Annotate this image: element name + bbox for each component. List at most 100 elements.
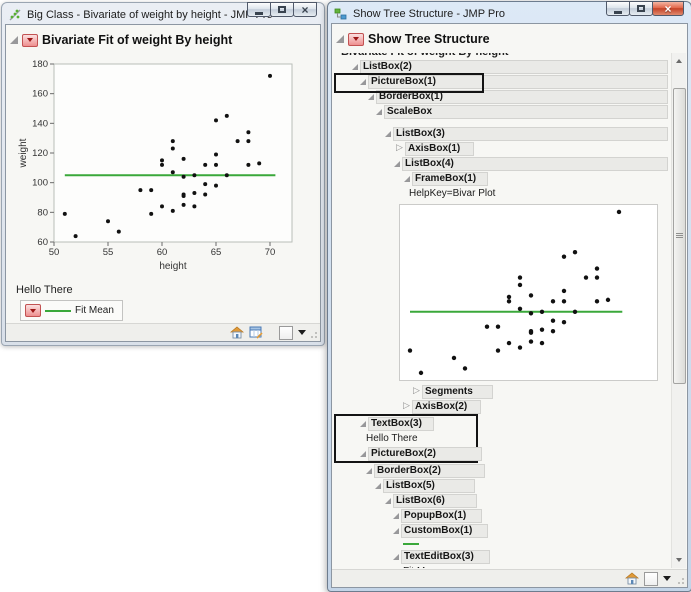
tree-node-scalebox[interactable]: ScaleBox (333, 104, 670, 119)
data-point (192, 204, 197, 209)
minimize-icon (255, 11, 263, 15)
disclosure-collapsed-icon[interactable]: ▷ (413, 386, 420, 396)
data-point (181, 174, 186, 179)
menu-triangle-icon (27, 38, 33, 42)
data-point (517, 275, 523, 280)
tree-node-helpkey-bivar-plot: HelpKey=Bivar Plot (333, 186, 670, 201)
disclosure-collapsed-icon[interactable]: ▷ (403, 401, 410, 411)
data-point (214, 162, 218, 167)
window-title: Show Tree Structure - JMP Pro (353, 7, 506, 20)
disclosure-expanded-icon[interactable] (352, 63, 358, 70)
svg-text:50: 50 (49, 247, 60, 258)
data-point (616, 209, 622, 215)
svg-text:160: 160 (32, 89, 48, 100)
data-point (235, 139, 240, 144)
maximize-button[interactable] (629, 1, 653, 16)
status-dropdown-arrow[interactable] (663, 576, 671, 581)
tree-node-fit-mean: Fit Mean (333, 564, 670, 568)
tree-node-listbox-5[interactable]: ListBox(5) (333, 478, 670, 493)
scrollbar-thumb[interactable] (673, 88, 686, 384)
minimize-button[interactable] (606, 1, 630, 16)
tree-node-popupbox-1[interactable]: PopupBox(1) (333, 508, 670, 523)
disclosure-expanded-icon[interactable] (360, 420, 366, 427)
vertical-scrollbar[interactable] (671, 53, 686, 568)
tree-node-label: BorderBox(1) (376, 89, 668, 104)
disclosure-expanded-icon[interactable] (393, 553, 399, 560)
disclosure-expanded-icon[interactable] (393, 512, 399, 519)
close-button[interactable]: × (293, 2, 317, 17)
legend-popup-menu-button[interactable] (25, 304, 41, 317)
tree-node-borderbox-2[interactable]: BorderBox(2) (333, 463, 670, 478)
red-popup-menu-button[interactable] (348, 32, 364, 46)
tree-node-picturebox-2[interactable]: PictureBox(2) (336, 446, 483, 461)
tree-node-framebox-1[interactable]: FrameBox(1) (333, 171, 670, 186)
resize-grip[interactable] (307, 328, 319, 340)
tree-node-textbox-3[interactable]: TextBox(3) (336, 416, 476, 431)
data-point (170, 170, 175, 175)
hello-there-text: Hello There (16, 284, 73, 296)
disclosure-expanded-icon[interactable] (385, 130, 391, 137)
tree-node-axisbox-1[interactable]: ▷ AxisBox(1) (333, 141, 670, 156)
scroll-up-button[interactable] (672, 54, 686, 68)
tree-node-listbox-4[interactable]: ListBox(4) (333, 156, 670, 171)
svg-text:60: 60 (37, 237, 48, 248)
disclosure-expanded-icon[interactable] (360, 78, 366, 85)
scatter-window-icon (9, 9, 21, 20)
data-point (462, 366, 468, 371)
disclosure-expanded-icon[interactable] (360, 450, 366, 457)
tree-node-custombox-1[interactable]: CustomBox(1) (333, 523, 670, 538)
disclosure-expanded-icon[interactable] (404, 175, 410, 182)
disclosure-expanded-icon[interactable] (336, 35, 344, 43)
disclosure-expanded-icon[interactable] (368, 93, 374, 100)
disclosure-expanded-icon[interactable] (393, 527, 399, 534)
scroll-down-button[interactable] (672, 553, 686, 567)
disclosure-expanded-icon[interactable] (375, 482, 381, 489)
data-point (203, 192, 208, 197)
tree-node-label: PopupBox(1) (401, 508, 483, 523)
tree-node-listbox-2[interactable]: ListBox(2) (333, 59, 670, 74)
tree-node-listbox-3[interactable]: ListBox(3) (333, 126, 670, 141)
disclosure-expanded-icon[interactable] (366, 467, 372, 474)
data-point (506, 294, 512, 300)
status-bar-left (6, 323, 320, 341)
framebox-plot-preview[interactable] (399, 204, 658, 381)
disclosure-expanded-icon[interactable] (376, 108, 382, 115)
titlebar-right[interactable]: Show Tree Structure - JMP Pro × (328, 1, 691, 24)
tree-node-listbox-6[interactable]: ListBox(6) (333, 493, 670, 508)
disclosure-expanded-icon[interactable] (385, 497, 391, 504)
status-dropdown-arrow[interactable] (298, 330, 306, 335)
titlebar-left[interactable]: Big Class - Bivariate of weight by heigh… (2, 2, 324, 25)
close-button[interactable]: × (652, 1, 684, 16)
clipped-outline-title: Bivariate Fit of weight By height (341, 53, 670, 59)
outline-header-bivariate[interactable]: Bivariate Fit of weight By height (6, 25, 320, 50)
disclosure-collapsed-icon[interactable]: ▷ (396, 143, 403, 153)
status-checkbox[interactable] (279, 325, 293, 340)
home-icon[interactable] (625, 572, 639, 585)
minimize-button[interactable] (247, 2, 271, 17)
tree-node-borderbox-1[interactable]: BorderBox(1) (333, 89, 670, 104)
tree-node-axisbox-2[interactable]: ▷ AxisBox(2) (333, 399, 670, 414)
data-point (528, 311, 534, 316)
menu-triangle-icon (30, 308, 36, 313)
red-popup-menu-button[interactable] (22, 33, 38, 47)
home-icon[interactable] (230, 326, 244, 339)
svg-text:weight: weight (18, 138, 29, 168)
data-point (214, 118, 218, 123)
scrollbar-grip-icon (676, 233, 683, 239)
window-show-tree-structure: Show Tree Structure - JMP Pro × Show Tre… (327, 1, 691, 592)
data-point (550, 318, 556, 323)
disclosure-expanded-icon[interactable] (10, 36, 18, 44)
disclosure-expanded-icon[interactable] (394, 160, 400, 167)
status-checkbox[interactable] (644, 571, 658, 586)
maximize-button[interactable] (270, 2, 294, 17)
resize-grip[interactable] (674, 574, 686, 586)
tree-node-segments[interactable]: ▷ Segments (333, 384, 670, 399)
bivariate-scatter-plot[interactable]: 50 55 60 65 70 60 80 100 120 140 160 180 height weigh… (14, 50, 310, 278)
scroll-up-icon (676, 59, 682, 63)
data-table-icon[interactable] (249, 326, 263, 339)
tree-node-label: ListBox(3) (393, 126, 668, 141)
svg-text:55: 55 (103, 247, 114, 258)
tree-node-texteditbox-3[interactable]: TextEditBox(3) (333, 549, 670, 564)
tree-node-picturebox-1[interactable]: PictureBox(1) (333, 73, 670, 93)
outline-header-show-tree[interactable]: Show Tree Structure (332, 24, 687, 49)
